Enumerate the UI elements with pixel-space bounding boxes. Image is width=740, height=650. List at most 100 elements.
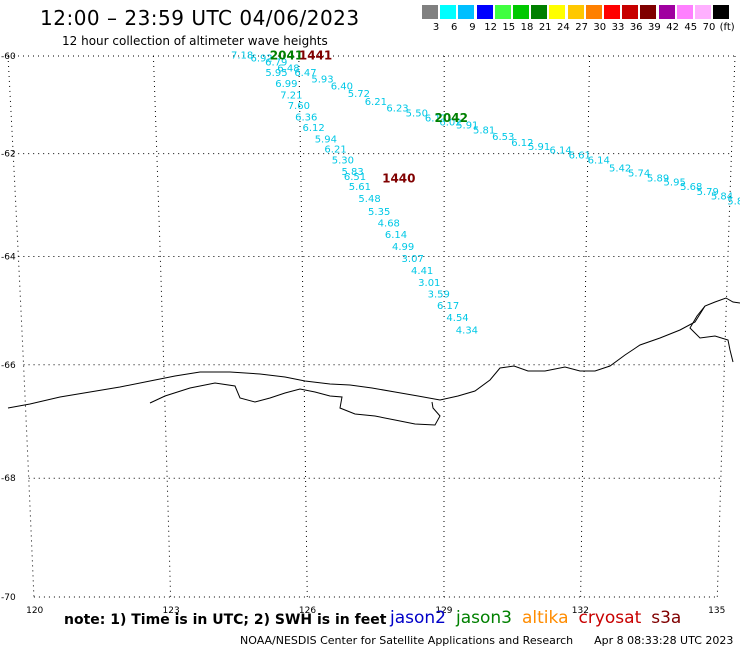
wave-height-label: 6.53 — [492, 132, 514, 143]
wave-height-label: 5.61 — [349, 182, 371, 193]
satellite-name: s3a — [651, 608, 682, 628]
x-tick-label: 126 — [299, 606, 316, 616]
scale-label: 36 — [629, 22, 643, 33]
scale-swatch — [567, 5, 584, 19]
wave-height-label: 5.68 — [680, 182, 702, 193]
wave-height-label: 6.92 — [250, 54, 272, 65]
wave-height-label: 5.74 — [628, 168, 650, 179]
wave-height-label: 5.48 — [358, 194, 380, 205]
pass-time-label: 1440 — [382, 171, 415, 185]
wave-height-label: 6.79 — [265, 58, 287, 69]
y-tick-label: -60 — [1, 52, 16, 62]
scale-label: 3 — [432, 22, 440, 33]
y-tick-label: -70 — [1, 593, 16, 603]
wave-height-label: 5.95 — [664, 177, 686, 188]
satellite-name: altika — [522, 608, 569, 628]
wave-height-label: 6.36 — [295, 112, 317, 123]
wave-height-label: 5.50 — [406, 108, 428, 119]
x-tick-label: 129 — [435, 606, 452, 616]
wave-height-label: 6.40 — [331, 82, 353, 93]
wave-height-label: 6.14 — [549, 146, 571, 157]
scale-swatch — [713, 5, 730, 19]
y-tick-label: -62 — [1, 150, 16, 160]
wave-height-label: 4.68 — [378, 219, 400, 230]
wave-height-label: 3.07 — [402, 254, 424, 265]
scale-swatch — [440, 5, 457, 19]
wave-height-label: 6.23 — [386, 103, 408, 114]
wave-height-label: 5.42 — [609, 163, 631, 174]
wave-height-label: 4.99 — [392, 242, 414, 253]
pass-time-label: 2042 — [435, 111, 468, 125]
x-tick-label: 135 — [708, 606, 725, 616]
scale-swatch — [476, 5, 493, 19]
wave-height-label: 4.41 — [411, 266, 433, 277]
satellite-legend: jason2 jason3 altika cryosat s3a — [390, 608, 691, 628]
timestamp: Apr 8 08:33:28 UTC 2023 — [594, 634, 734, 647]
satellite-name: jason2 — [390, 608, 446, 628]
satellite-name: cryosat — [578, 608, 642, 628]
scale-swatch — [513, 5, 529, 19]
scale-swatch — [531, 5, 548, 19]
y-tick-label: -66 — [1, 361, 16, 371]
scale-swatch — [422, 5, 438, 19]
scale-swatch — [622, 5, 639, 19]
scale-label: 24 — [557, 22, 570, 33]
wave-height-label: 6.48 — [277, 63, 299, 74]
wave-height-label: 5.35 — [368, 207, 390, 218]
scale-label: 70 — [702, 22, 716, 33]
wave-height-label: 5.95 — [265, 68, 287, 79]
scale-swatch — [585, 5, 602, 19]
scale-swatch — [494, 5, 511, 19]
chart-subtitle: 12 hour collection of altimeter wave hei… — [62, 34, 328, 48]
scale-label: 6 — [451, 22, 458, 33]
meridian-gridline — [152, 55, 172, 598]
scale-label: 42 — [666, 22, 679, 33]
x-tick-label: 120 — [26, 606, 43, 616]
scale-label: 21 — [538, 22, 552, 33]
wave-height-label: 6.02 — [439, 117, 461, 128]
wave-height-label: 5.93 — [311, 74, 333, 85]
wave-height-label: 5.91 — [528, 142, 550, 153]
satellite-name: jason3 — [456, 608, 512, 628]
scale-label: 12 — [484, 22, 497, 33]
y-tick-label: -68 — [1, 474, 16, 484]
scale-label: 30 — [593, 22, 607, 33]
scale-label: 45 — [684, 22, 698, 33]
wave-height-label: 5.94 — [315, 135, 337, 146]
meridian-gridline — [580, 55, 591, 598]
pass-time-label: 2041 — [270, 48, 303, 62]
meridian-gridline — [7, 55, 35, 598]
scale-label: 15 — [502, 22, 516, 33]
wave-height-label: 5.83 — [341, 167, 363, 178]
wave-height-label: 6.12 — [303, 123, 325, 134]
wave-height-label: 3.01 — [418, 278, 440, 289]
coastline-bay — [689, 305, 734, 363]
scale-swatch — [640, 5, 657, 19]
wave-height-label: 6.14 — [588, 156, 610, 167]
scale-swatch — [658, 5, 675, 19]
wave-height-label: 6.17 — [425, 113, 447, 124]
wave-height-label: 5.81 — [473, 126, 495, 137]
wave-height-label: 6.14 — [385, 230, 407, 241]
wave-height-label: 6.17 — [437, 301, 459, 312]
gridlines — [7, 55, 736, 598]
scale-swatch — [695, 5, 711, 19]
wave-height-label: 5.72 — [348, 89, 370, 100]
scale-swatch — [458, 5, 475, 19]
scale-swatch — [549, 5, 566, 19]
scale-label: 18 — [520, 22, 534, 33]
coastline — [7, 297, 740, 409]
wave-height-label: 5.30 — [332, 156, 354, 167]
meridian-gridline — [716, 55, 736, 598]
wave-height-label: 5.91 — [456, 121, 478, 132]
wave-height-label: 5.84 — [711, 191, 733, 202]
wave-height-label: 7.21 — [280, 90, 302, 101]
wave-height-label: 5.8 — [727, 196, 740, 207]
wave-height-label: 7.60 — [288, 101, 310, 112]
credit-text: NOAA/NESDIS Center for Satellite Applica… — [240, 634, 574, 647]
wave-height-label: 6.21 — [324, 145, 346, 156]
scale-label: 39 — [648, 22, 661, 33]
wave-height-label: 5.89 — [647, 173, 669, 184]
